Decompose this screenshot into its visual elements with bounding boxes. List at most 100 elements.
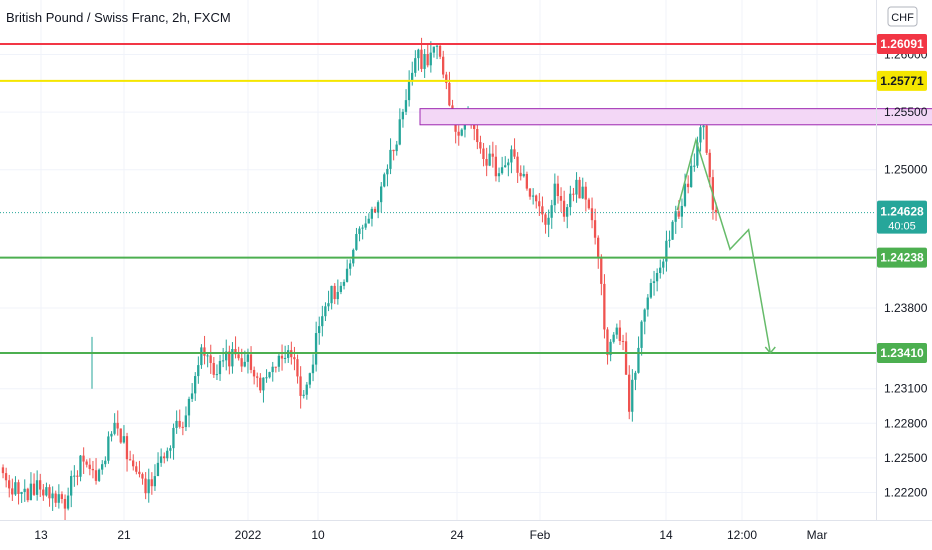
y-tick-label: 1.23800 [884,301,928,315]
candle-body [479,142,482,149]
candle-body [380,186,383,203]
candle-body [556,183,559,197]
candle-body [541,206,544,215]
candle-body [572,193,575,195]
candle-body [662,261,665,268]
current-price-tag [877,200,927,234]
candle-body [287,350,290,358]
candle-body [513,149,516,157]
candle-body [597,237,600,257]
price-tags: 1.26091 1.25771 1.24238 1.23410 1.24628 40:05 [877,34,927,363]
currency-button[interactable]: CHF [887,6,918,27]
candle-body [1,467,5,474]
candle-body [200,347,203,366]
candle-body [26,488,29,501]
candle-body [569,193,572,208]
candle-body [550,205,553,218]
annotations [0,43,932,355]
candle-body [153,476,156,487]
candle-body [618,327,621,341]
candle-body [11,488,14,495]
candle-body [296,359,299,377]
candle-body [88,464,91,469]
y-tick-label: 1.22800 [884,416,928,430]
candle-body [166,450,169,459]
candle-body [280,355,284,359]
candle-body [305,384,308,395]
candle-body [649,283,652,298]
projection-path [676,137,772,354]
x-axis: 13 21 2022 10 24 Feb 14 12:00 Mar [34,528,827,542]
candle-body [686,183,690,188]
x-tick-label: 12:00 [727,528,757,542]
y-tick-label: 1.25000 [884,163,928,177]
candle-body [35,480,39,495]
candle-body [584,186,587,200]
currency-label[interactable]: CHF [891,12,914,24]
candle-body [259,377,262,391]
candle-body [132,460,135,467]
candle-body [48,487,51,499]
candle-body [699,127,702,143]
candle-body [101,464,104,470]
candle-body [32,483,36,495]
candle-body [268,372,271,378]
candle-body [29,483,32,501]
candle-body [404,100,408,112]
candle-body [94,470,98,481]
candle-body [339,285,342,292]
y-tick-label: 1.23100 [884,382,928,396]
currency-button-box[interactable] [887,6,918,27]
candle-body [634,372,637,380]
chart-title: British Pound / Swiss Franc, 2h, FXCM [6,10,231,25]
candle-body [646,297,649,310]
candle-body [593,220,597,238]
price-tag-label: 1.26091 [880,37,924,51]
candle-body [708,152,711,178]
candle-body [54,493,57,503]
candle-body [274,366,277,368]
candle-body [395,144,398,152]
candle-body [628,374,631,412]
candle-body [566,207,569,217]
candle-body [531,195,535,197]
x-tick-label: Feb [530,528,551,542]
candle-body [578,179,581,199]
candle-body [562,200,566,217]
candle-body [110,433,113,437]
candle-body [70,476,73,496]
candle-body [206,355,209,357]
candle-body [302,394,305,396]
candle-body [308,373,311,385]
price-tag [877,70,927,91]
y-tick-label: 1.22200 [884,485,928,499]
candle-body [355,233,358,250]
candle-body [432,46,435,53]
candle-body [194,376,197,394]
candle-body [122,436,125,443]
candle-body [398,119,401,145]
candle-body [17,482,20,494]
candle-body [401,111,404,120]
x-tick-label: 2022 [235,528,262,542]
candle-body [674,211,677,222]
candle-body [491,153,494,157]
candle-body [386,168,389,175]
candle-body [175,420,178,428]
candle-body [417,49,420,59]
candle-body [8,480,11,489]
candle-body [510,149,513,163]
candle-body [364,223,367,228]
x-tick-label: 14 [659,528,673,542]
candle-body [237,354,240,359]
candle-body [696,142,699,166]
candle-body [342,281,346,286]
candle-body [197,365,200,377]
candle-body [640,321,643,348]
candle-body [60,494,63,499]
candle-body [190,393,194,399]
candle-body [138,471,141,475]
candle-body [504,165,507,168]
price-tag-label: 1.24238 [880,251,924,265]
candle-body [277,355,280,367]
